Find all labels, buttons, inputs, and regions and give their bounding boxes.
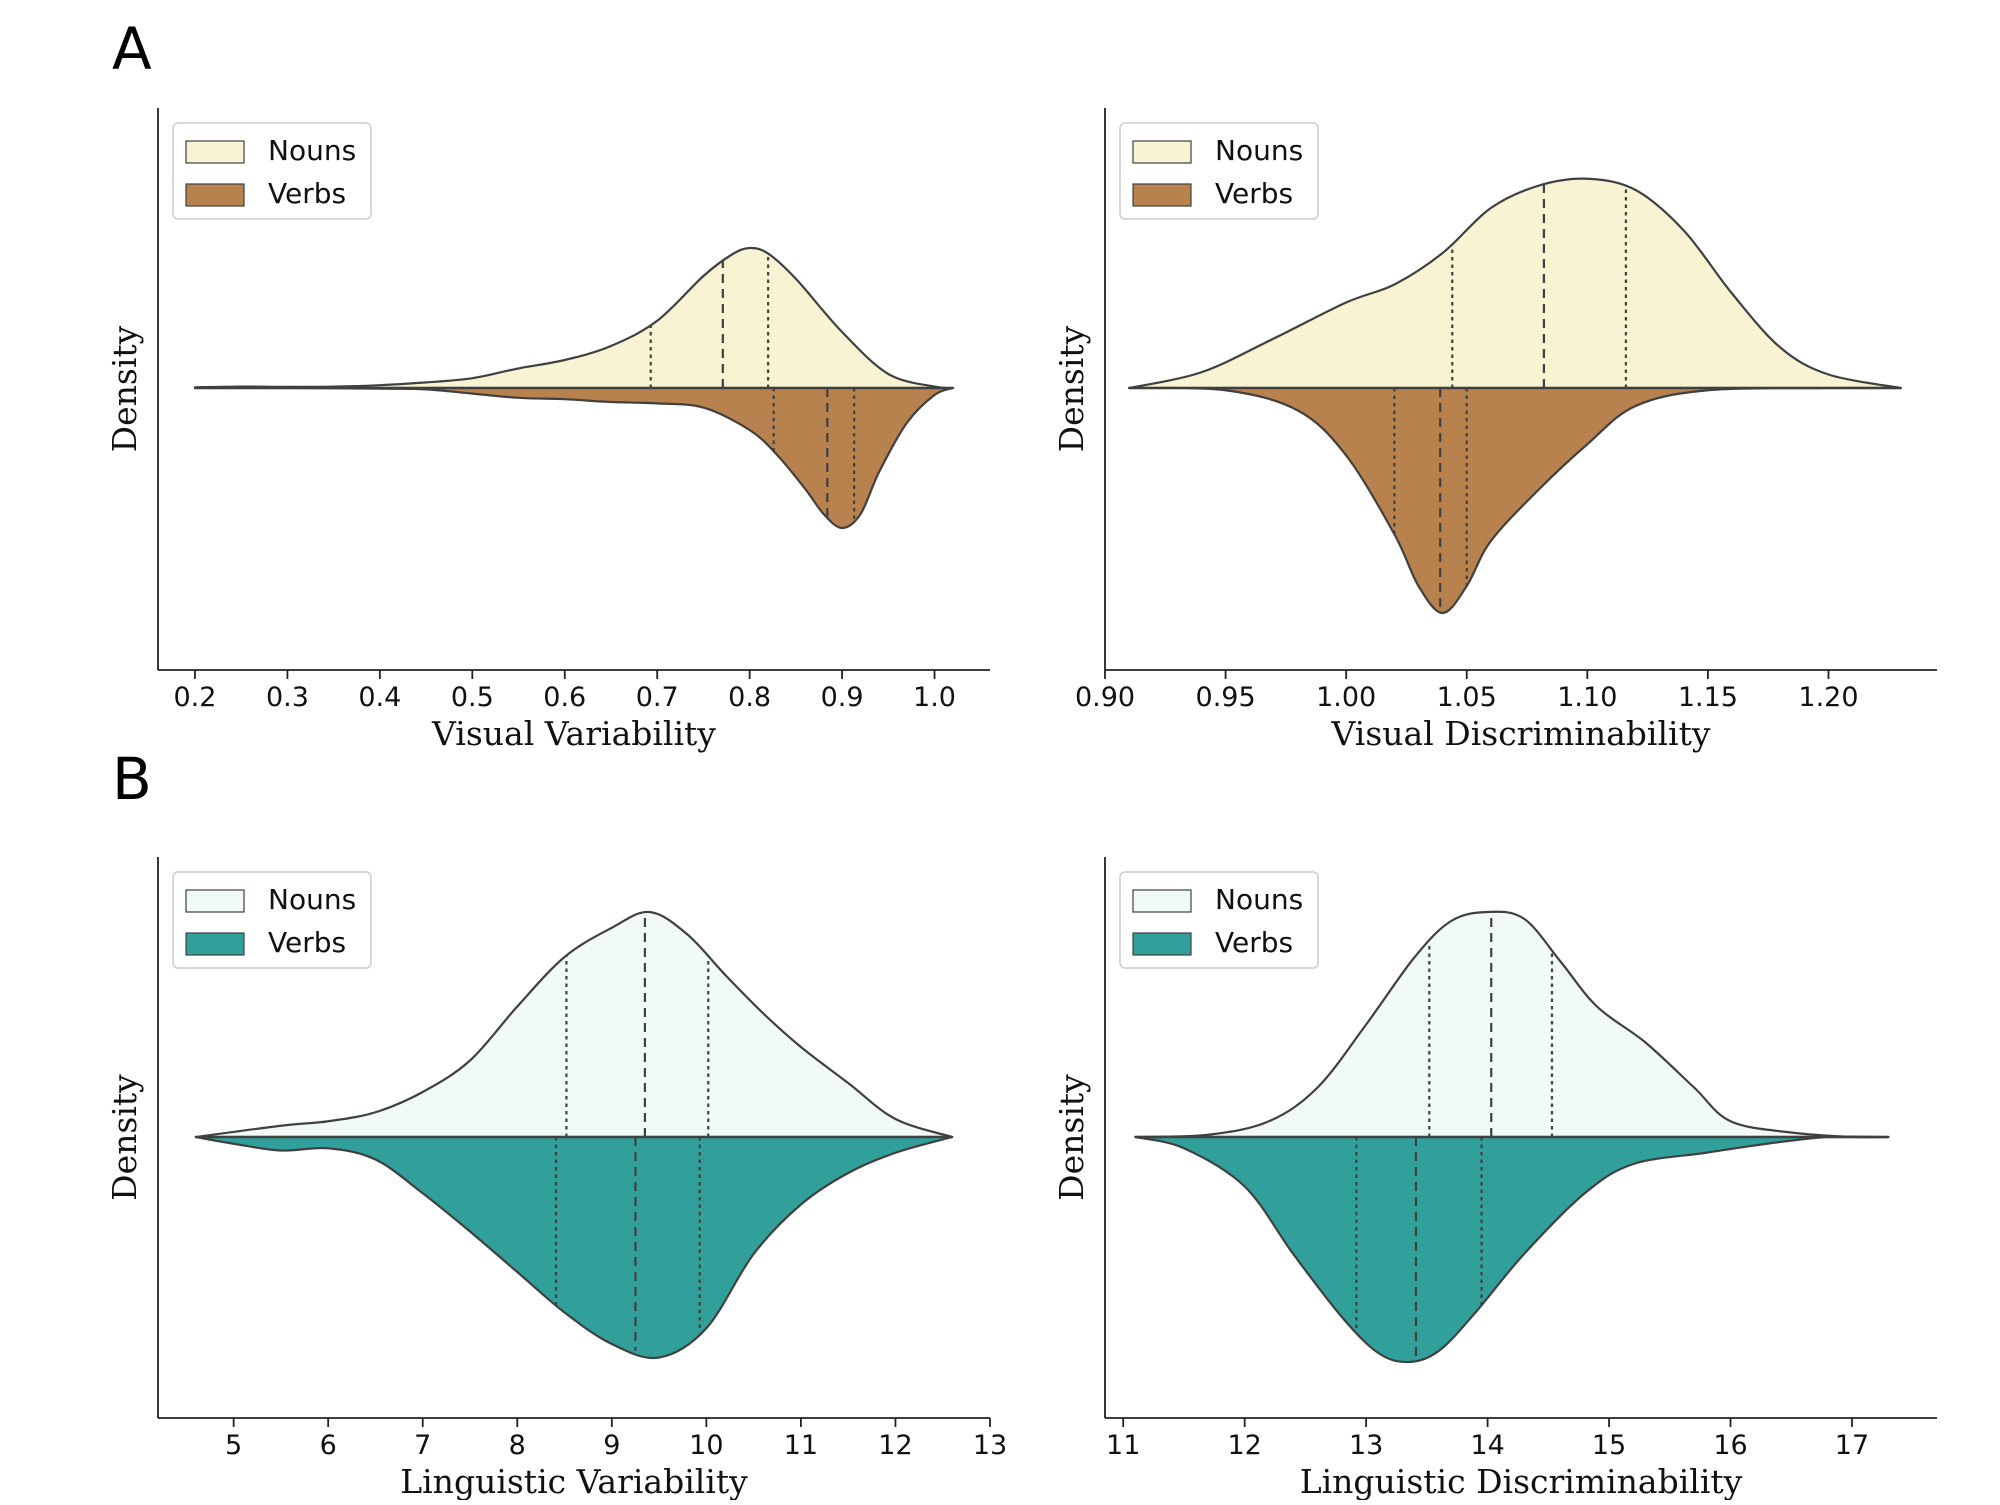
- violin-nouns: [1128, 177, 1902, 390]
- x-tick-label: 6: [320, 1430, 337, 1461]
- y-axis-label: Density: [1052, 1074, 1091, 1201]
- y-axis-label: Density: [105, 325, 144, 452]
- legend-label-nouns: Nouns: [268, 883, 356, 916]
- legend-label-nouns: Nouns: [268, 134, 356, 167]
- x-tick-label: 7: [414, 1430, 431, 1461]
- legend-swatch-verbs: [185, 932, 245, 956]
- legend-label-nouns: Nouns: [1215, 134, 1303, 167]
- violin-verbs: [1134, 1135, 1890, 1364]
- x-tick-label: 0.5: [451, 682, 494, 713]
- violin-nouns: [1134, 910, 1890, 1139]
- legend-swatch-nouns: [1132, 889, 1192, 913]
- y-axis-label: Density: [1052, 325, 1091, 452]
- x-tick-label: 0.3: [266, 682, 309, 713]
- x-tick-label: 12: [1227, 1430, 1261, 1461]
- chart-panel-2: 0.90 0.95 1.00 1.05 1.10 1.15 1.20 Visual Discr…: [1052, 108, 1937, 753]
- x-tick-label: 11: [1106, 1430, 1140, 1461]
- x-tick-label: 0.2: [174, 682, 217, 713]
- chart-panel-1: 0.2 0.3 0.4 0.5 0.6 0.7 0.8 0.9 1.0 Visual Variab…: [105, 108, 990, 753]
- legend-swatch-verbs: [185, 183, 245, 207]
- x-tick-label: 1.20: [1798, 682, 1858, 713]
- x-tick-label: 0.95: [1196, 682, 1256, 713]
- legend-label-nouns: Nouns: [1215, 883, 1303, 916]
- legend-swatch-nouns: [185, 889, 245, 913]
- x-tick-label: 13: [973, 1430, 1007, 1461]
- legend-swatch-verbs: [1132, 183, 1192, 207]
- x-tick-label: 0.7: [636, 682, 679, 713]
- chart-panel-4: 11 12 13 14 15 16 17 Linguistic Discriminabilit…: [1052, 857, 1937, 1501]
- x-tick-label: 5: [225, 1430, 242, 1461]
- x-tick-label: 9: [603, 1430, 620, 1461]
- x-tick-label: 0.90: [1075, 682, 1135, 713]
- violin-nouns: [194, 910, 954, 1139]
- x-tick-label: 14: [1470, 1430, 1504, 1461]
- legend-label-verbs: Verbs: [268, 177, 346, 210]
- x-tick-label: 1.05: [1437, 682, 1497, 713]
- x-axis-label: Visual Discriminability: [1331, 714, 1711, 753]
- x-tick-label: 11: [784, 1430, 818, 1461]
- x-tick-label: 10: [689, 1430, 723, 1461]
- legend-label-verbs: Verbs: [268, 926, 346, 959]
- violin-verbs: [193, 386, 955, 530]
- legend-swatch-verbs: [1132, 932, 1192, 956]
- x-tick-label: 1.0: [913, 682, 956, 713]
- violin-verbs: [194, 1135, 954, 1360]
- legend-swatch-nouns: [185, 140, 245, 164]
- panel-label-a: A: [112, 15, 152, 83]
- x-tick-label: 0.4: [358, 682, 401, 713]
- x-tick-label: 0.8: [728, 682, 771, 713]
- chart-panel-3: 5 6 7 8 9 10 11 12 13 Linguistic Variability Densi…: [105, 857, 1007, 1501]
- x-tick-label: 1.15: [1678, 682, 1738, 713]
- x-axis-label: Linguistic Variability: [400, 1462, 748, 1500]
- violin-nouns: [193, 246, 955, 390]
- x-tick-label: 1.10: [1557, 682, 1617, 713]
- legend-label-verbs: Verbs: [1215, 177, 1293, 210]
- x-tick-label: 0.6: [543, 682, 586, 713]
- x-axis-label: Linguistic Discriminability: [1300, 1462, 1743, 1500]
- x-tick-label: 12: [878, 1430, 912, 1461]
- x-tick-label: 8: [509, 1430, 526, 1461]
- x-axis-label: Visual Variability: [431, 714, 716, 753]
- legend-swatch-nouns: [1132, 140, 1192, 164]
- x-tick-label: 15: [1592, 1430, 1626, 1461]
- panel-label-b: B: [112, 745, 152, 813]
- y-axis-label: Density: [105, 1074, 144, 1201]
- x-tick-label: 13: [1349, 1430, 1383, 1461]
- violin-verbs: [1128, 386, 1902, 615]
- legend-label-verbs: Verbs: [1215, 926, 1293, 959]
- x-tick-label: 16: [1713, 1430, 1747, 1461]
- x-tick-label: 1.00: [1316, 682, 1376, 713]
- x-tick-label: 0.9: [821, 682, 864, 713]
- x-tick-label: 17: [1835, 1430, 1869, 1461]
